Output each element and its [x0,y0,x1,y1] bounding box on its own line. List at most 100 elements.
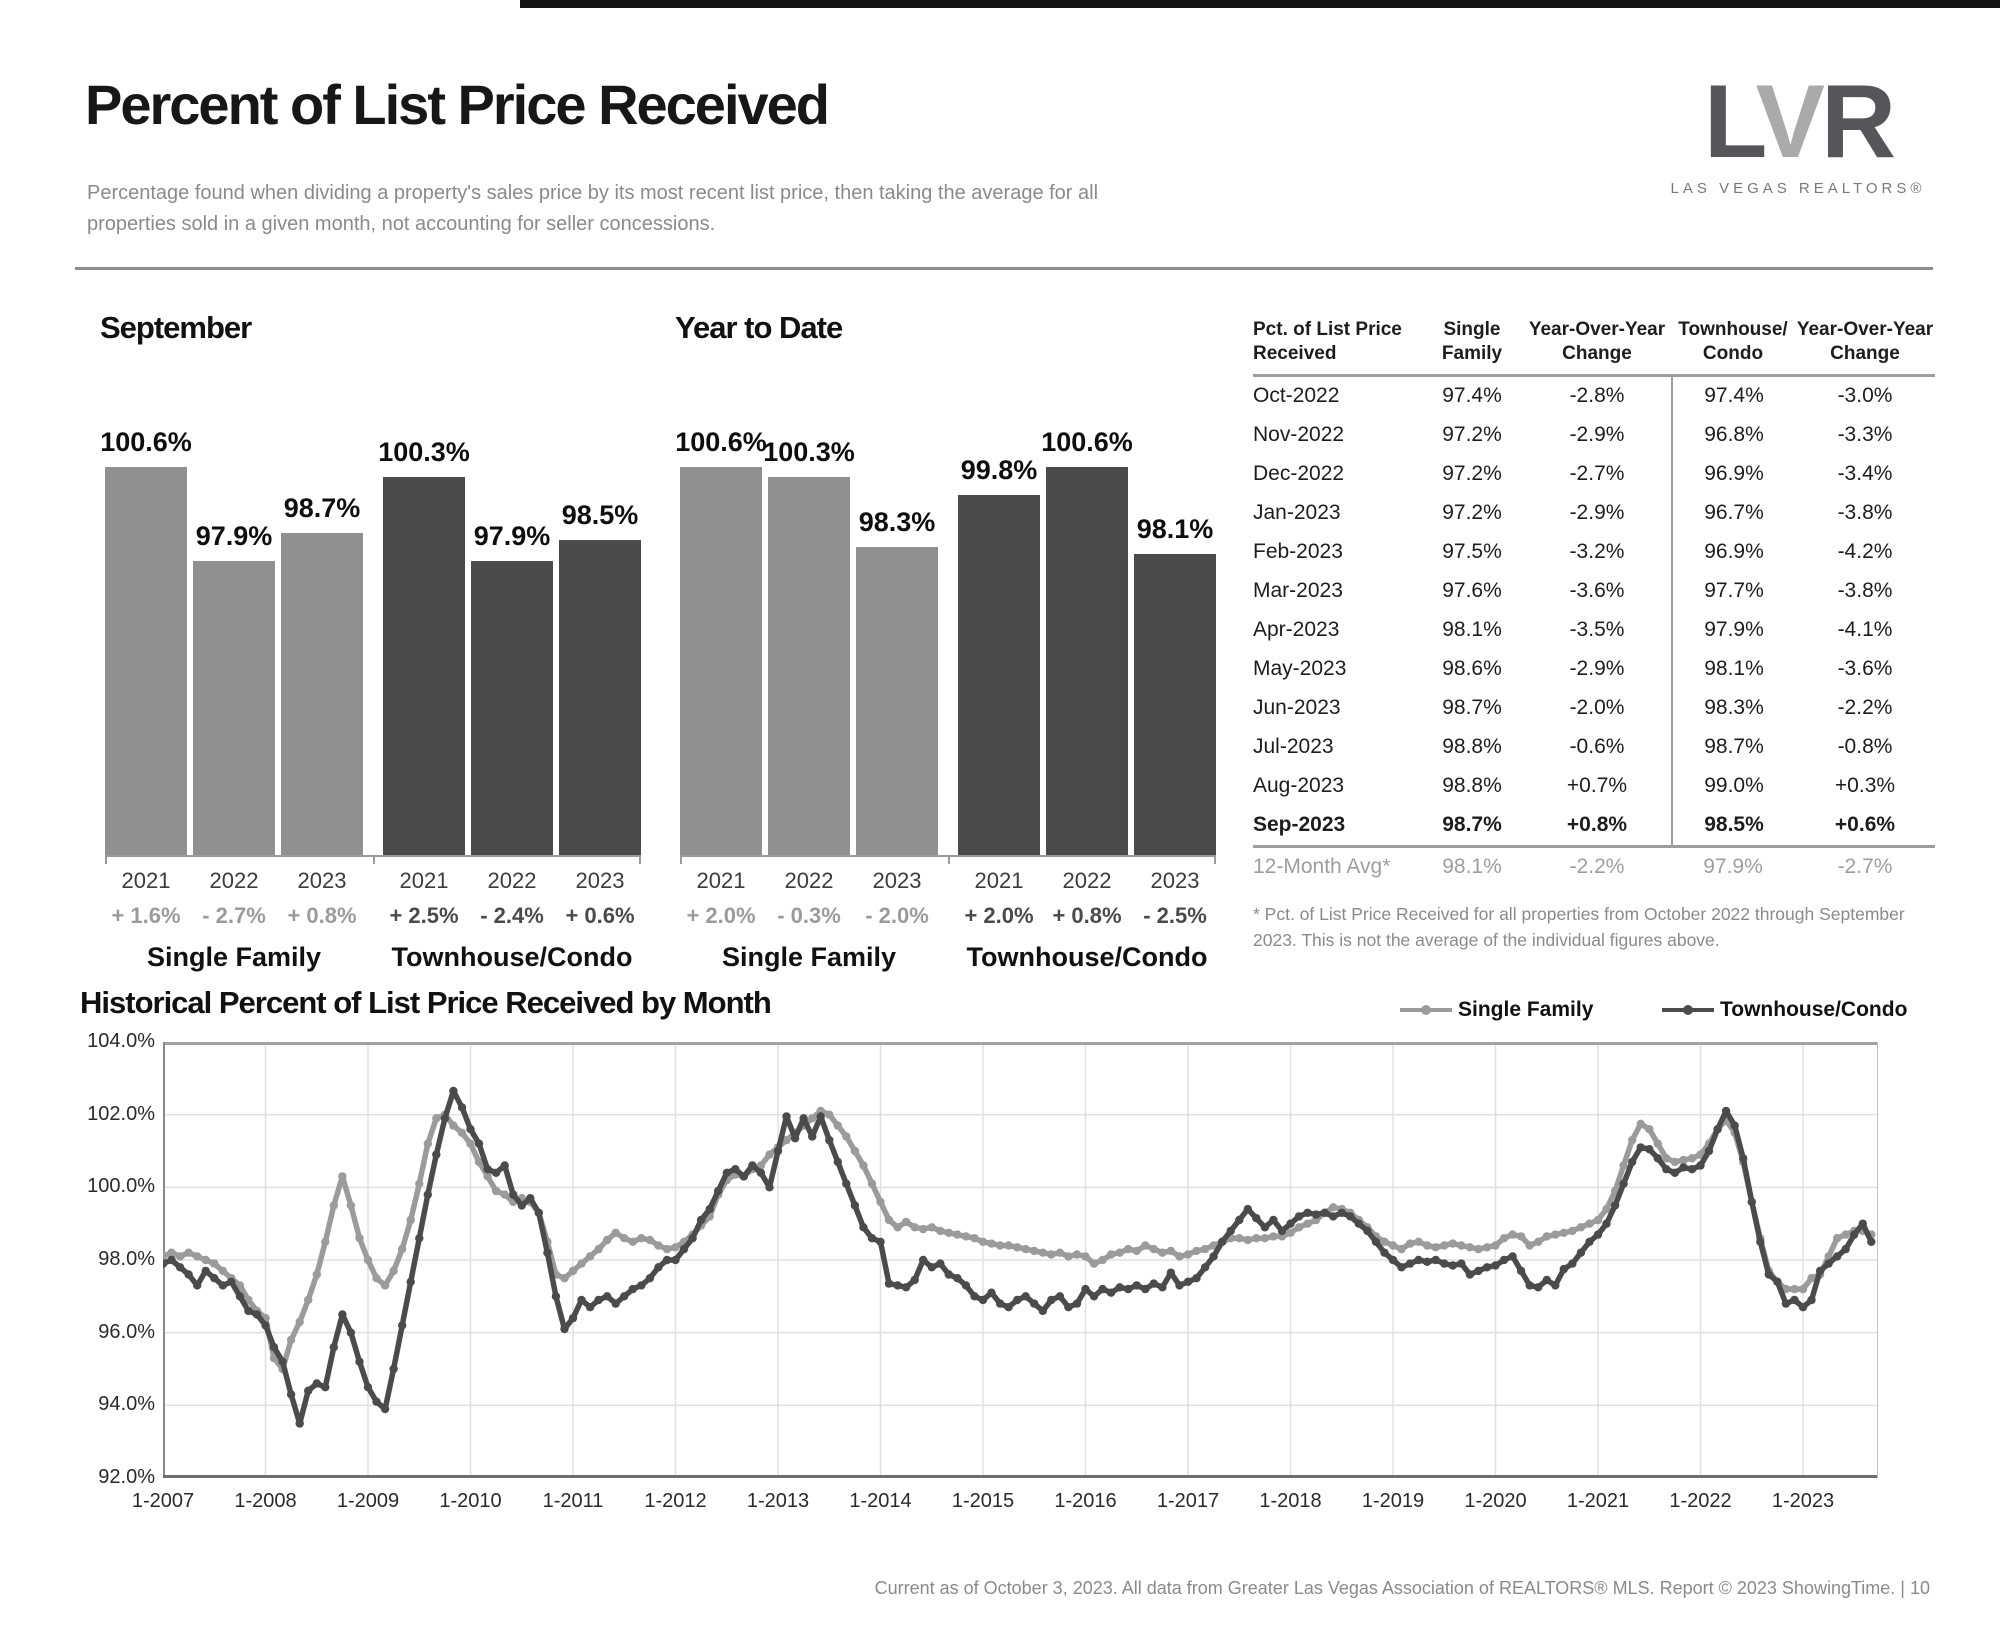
series-point [517,1201,526,1210]
table-avg-cell: 12-Month Avg* [1253,855,1391,878]
series-point [1414,1255,1423,1265]
series-point [1166,1268,1176,1277]
table-cell: -2.7% [1569,462,1625,485]
series-point [1363,1226,1372,1236]
series-point [1030,1299,1039,1308]
series-point [1320,1208,1329,1217]
table-avg-cell: -2.2% [1569,855,1625,878]
series-point [304,1295,313,1305]
table-cell: 97.2% [1442,423,1502,446]
bar-september-single-family-2023 [281,533,363,855]
series-point [1132,1246,1141,1256]
series-point [1072,1299,1082,1308]
y-axis-label-94.0: 94.0% [98,1393,155,1416]
bar-september-single-family-2022 [193,561,275,855]
table-cell: Nov-2022 [1253,423,1345,446]
series-point [1448,1239,1458,1248]
bar-value-label: 100.6% [675,427,767,457]
series-point [1047,1295,1056,1305]
series-point [1175,1281,1184,1290]
x-axis-label-1-2018: 1-2018 [1259,1490,1322,1512]
series-point [1081,1252,1090,1261]
series-point [1807,1274,1816,1283]
series-point [175,1252,185,1261]
table-cell: 97.7% [1671,571,1795,611]
series-point [705,1204,714,1214]
series-point [611,1299,620,1308]
bar-year-label: 2021 [399,868,449,893]
bar-group-label-single-family: Single Family [146,942,322,972]
table-cell: 96.8% [1671,415,1795,455]
series-point [1021,1244,1030,1254]
bar-september-townhouse-condo-2022 [471,561,553,855]
series-point [816,1112,825,1121]
bar-change-label: + 0.6% [565,903,635,928]
series-point [1013,1243,1022,1252]
x-axis-label-1-2016: 1-2016 [1054,1490,1117,1512]
series-point [1576,1248,1586,1257]
series-point [1482,1243,1492,1252]
series-point [1499,1255,1509,1265]
series-point [1662,1165,1671,1174]
series-point [645,1235,655,1245]
series-point [1525,1241,1534,1250]
bar-year-label: 2022 [784,868,834,893]
series-point [1448,1261,1458,1270]
series-point [201,1266,210,1276]
bar-year-label: 2023 [297,868,347,893]
series-point [1645,1145,1654,1154]
axis-tick [948,855,950,864]
table-cell: Sep-2023 [1253,813,1346,836]
series-point [449,1121,458,1130]
bar-value-label: 100.6% [100,427,192,457]
table-cell: -3.8% [1837,579,1893,602]
series-point [286,1390,296,1399]
bar-year-label: 2021 [696,868,746,893]
series-point [1192,1274,1201,1283]
series-point [1166,1246,1176,1256]
table-grid: Pct. of List Price Received Single Family… [1253,318,1935,887]
series-point [1568,1259,1577,1268]
table-header-2: Year-Over-Year Change [1528,319,1666,364]
table-cell: 97.4% [1442,384,1502,407]
series-point [1346,1212,1355,1221]
series-point [1038,1248,1047,1257]
series-point [560,1274,569,1283]
series-point [1252,1234,1261,1243]
bar-change-label: + 0.8% [1052,903,1122,928]
table-cell: 98.7% [1442,813,1502,836]
series-point [1235,1234,1244,1243]
series-point [1004,1303,1013,1312]
lvr-logo-tagline: LAS VEGAS REALTORS® [1670,180,1926,197]
axis-tick [639,855,641,864]
series-point [432,1150,441,1159]
series-point [1192,1246,1201,1256]
series-point [568,1313,578,1323]
series-point [585,1252,595,1261]
table-cell: +0.8% [1566,813,1628,836]
bar-value-label: 97.9% [473,521,551,551]
series-point [833,1121,842,1130]
series-point [1559,1264,1569,1274]
series-point [163,1252,168,1261]
x-axis-label-1-2011: 1-2011 [542,1490,604,1512]
page-subtitle: Percentage found when dividing a propert… [87,182,1099,235]
series-point [440,1114,450,1123]
series-point [756,1168,766,1177]
series-point [184,1270,193,1279]
series-point [1457,1259,1466,1268]
bar-change-label: + 2.0% [964,903,1034,928]
series-point [688,1234,697,1243]
legend-label: Townhouse/Condo [1720,998,1908,1021]
table-cell: 98.6% [1442,657,1502,680]
series-point [961,1232,971,1241]
table-cell: 99.0% [1671,766,1795,806]
series-point [748,1161,757,1170]
x-axis-label-1-2020: 1-2020 [1464,1490,1527,1512]
series-point [1064,1303,1073,1312]
series-point [1115,1248,1124,1257]
x-axis-label-1-2014: 1-2014 [849,1490,912,1512]
series-point [1055,1292,1065,1301]
table-cell: -2.2% [1837,696,1893,719]
page-footer: Current as of October 3, 2023. All data … [874,1578,1930,1598]
